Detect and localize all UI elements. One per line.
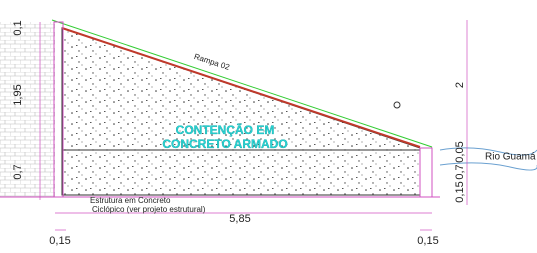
river-label: Rio Guamá [485,152,536,163]
dim-label: 0,1 [12,20,24,35]
dim-label: 0,15 [454,181,466,202]
note: Ciclópico (ver projeto estrutural) [92,205,206,214]
dim-label: 0,15 [417,235,438,247]
title: CONCRETO ARMADO [162,137,287,151]
note: Estrutura em Concreto [90,196,171,205]
dim-label: 5,85 [229,213,250,225]
dim-label: 0,05 [454,141,466,162]
title: CONTENÇÃO EM [176,122,275,137]
dim-label: 0,15 [49,235,70,247]
dim-label: 0,7 [454,164,466,179]
dim-label: 1,95 [12,84,24,105]
dim-label: 0,7 [12,164,24,179]
dim-label: 2 [454,82,466,88]
section-drawing: 0,1 1,95 0,7 2 0,05 0,7 0,15 5,85 0,15 0… [0,0,537,253]
